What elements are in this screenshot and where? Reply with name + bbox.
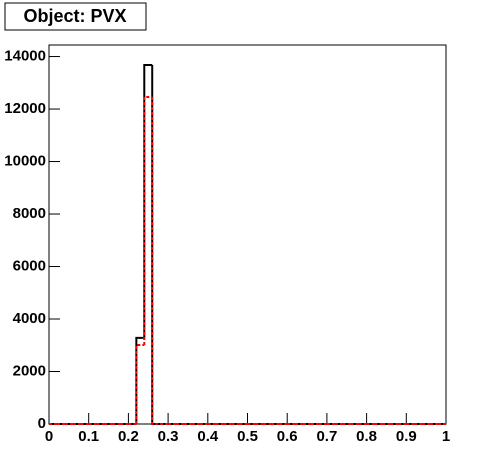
y-tick-label: 4000 xyxy=(13,310,46,327)
x-tick-label: 0.6 xyxy=(277,428,298,445)
y-tick-label: 8000 xyxy=(13,205,46,222)
y-tick-label: 14000 xyxy=(4,48,46,65)
x-tick-label: 0 xyxy=(45,428,53,445)
y-tick-label: 0 xyxy=(38,415,46,432)
histogram-bin xyxy=(135,343,145,424)
x-tick-label: 0.7 xyxy=(316,428,337,445)
x-tick-label: 0.5 xyxy=(237,428,258,445)
y-tick-label: 12000 xyxy=(4,100,46,117)
x-tick-label: 1 xyxy=(442,428,450,445)
x-tick-label: 0.2 xyxy=(118,428,139,445)
y-tick-label: 10000 xyxy=(4,153,46,170)
histogram-bin xyxy=(151,96,161,425)
x-tick-label: 0.4 xyxy=(197,428,219,445)
y-tick-label: 2000 xyxy=(13,362,46,379)
histogram-bin xyxy=(151,64,161,425)
y-tick-label: 6000 xyxy=(13,257,46,274)
x-tick-label: 0.3 xyxy=(158,428,179,445)
plot-frame xyxy=(48,44,447,425)
histogram-bin xyxy=(143,63,153,338)
x-tick-label: 0.8 xyxy=(356,428,377,445)
chart-title: Object: PVX xyxy=(23,6,126,26)
histogram-bin xyxy=(135,336,145,424)
title-box xyxy=(4,2,147,31)
x-tick-label: 0.9 xyxy=(396,428,417,445)
histogram-bin xyxy=(143,95,153,345)
x-tick-label: 0.1 xyxy=(78,428,99,445)
